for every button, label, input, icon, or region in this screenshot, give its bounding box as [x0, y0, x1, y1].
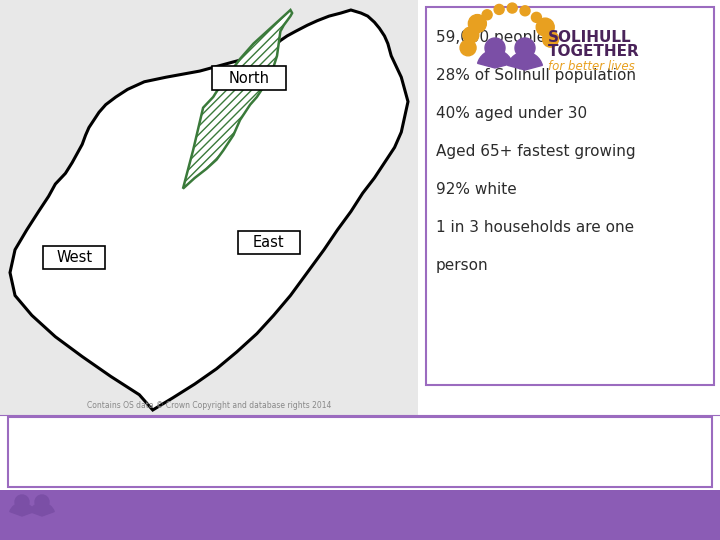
Circle shape	[482, 10, 492, 20]
Text: Contains OS data © Crown Copyright and database rights 2014: Contains OS data © Crown Copyright and d…	[87, 401, 331, 410]
Wedge shape	[477, 50, 513, 68]
Circle shape	[485, 38, 505, 58]
Circle shape	[531, 12, 541, 22]
Text: North: North	[229, 71, 269, 86]
Text: 40% aged under 30: 40% aged under 30	[436, 106, 587, 121]
Circle shape	[35, 495, 49, 509]
Wedge shape	[10, 503, 35, 516]
FancyBboxPatch shape	[8, 417, 712, 487]
Text: East: East	[253, 235, 284, 250]
Circle shape	[463, 27, 479, 43]
FancyBboxPatch shape	[426, 7, 714, 385]
Text: SOLIHULL: SOLIHULL	[548, 30, 631, 44]
Circle shape	[536, 18, 554, 36]
Text: for better lives: for better lives	[548, 59, 635, 72]
FancyBboxPatch shape	[0, 0, 418, 415]
Wedge shape	[508, 52, 542, 70]
Polygon shape	[10, 10, 408, 410]
Text: 59,000 people: 59,000 people	[436, 30, 546, 45]
Circle shape	[468, 15, 486, 32]
Circle shape	[520, 6, 530, 16]
Text: 1 in 3 households are one: 1 in 3 households are one	[436, 220, 634, 235]
FancyBboxPatch shape	[212, 66, 286, 90]
Circle shape	[515, 38, 535, 58]
Text: Aged 65+ fastest growing: Aged 65+ fastest growing	[436, 144, 636, 159]
Text: West: West	[56, 251, 92, 265]
FancyBboxPatch shape	[43, 246, 105, 269]
Wedge shape	[30, 503, 54, 516]
Circle shape	[15, 495, 29, 509]
Text: owner occupied housing than other wards in North Solihull.: owner occupied housing than other wards …	[16, 443, 428, 457]
Circle shape	[494, 4, 504, 15]
Polygon shape	[183, 10, 292, 188]
Circle shape	[507, 3, 517, 13]
Text: 28% of Solihull population: 28% of Solihull population	[436, 68, 636, 83]
Text: person: person	[436, 258, 489, 273]
Text: TOGETHER: TOGETHER	[548, 44, 640, 59]
FancyBboxPatch shape	[0, 490, 720, 540]
FancyBboxPatch shape	[238, 231, 300, 254]
Text: Castle Bromwich population older, less deprived and more likely to live in: Castle Bromwich population older, less d…	[16, 427, 528, 441]
Text: 92% white: 92% white	[436, 182, 517, 197]
Circle shape	[543, 31, 559, 47]
Circle shape	[460, 40, 476, 56]
Text: www.solihulltogether.co.uk: www.solihulltogether.co.uk	[482, 508, 678, 523]
